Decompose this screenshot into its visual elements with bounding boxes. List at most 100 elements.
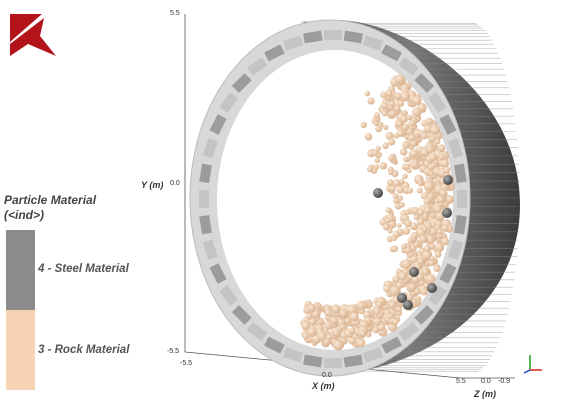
rock-particle (388, 301, 397, 309)
rock-particle (424, 245, 431, 252)
rock-particle (434, 138, 441, 145)
rock-particle (425, 117, 434, 126)
rock-particle (422, 268, 429, 276)
rock-particle (423, 197, 431, 205)
rock-particle (403, 163, 410, 170)
rock-particle (411, 275, 420, 284)
rock-particle (429, 136, 436, 143)
rock-particle (383, 284, 392, 293)
rock-particle (410, 149, 418, 158)
rock-particle (422, 226, 429, 232)
rock-particle (339, 323, 346, 331)
rock-particle (416, 257, 425, 265)
z-axis-label: Z (m) (474, 389, 496, 399)
rock-particle (404, 246, 412, 254)
rock-particle (333, 340, 344, 351)
rock-particle (428, 259, 435, 267)
rock-particle (431, 162, 437, 168)
rock-particle (412, 162, 418, 168)
rock-particle (434, 250, 442, 258)
rock-particle (430, 124, 441, 135)
rock-particle (367, 97, 375, 105)
rock-particle (392, 192, 399, 199)
rock-particle (433, 241, 445, 253)
rock-particle (441, 237, 449, 246)
x-axis-label: X (m) (312, 381, 335, 391)
rock-particle (419, 280, 425, 286)
rock-particle (344, 317, 351, 324)
rock-particle (417, 217, 425, 226)
rock-particle (419, 160, 425, 167)
rock-particle (399, 201, 405, 208)
rock-particle (402, 141, 410, 149)
rock-particle (317, 331, 327, 341)
rock-particle (375, 301, 383, 308)
rock-particle (307, 326, 318, 337)
rock-particle (386, 313, 394, 320)
rock-particle (385, 207, 392, 214)
rock-particle (305, 313, 313, 320)
rock-particle (375, 125, 383, 133)
rock-particle (307, 304, 316, 313)
rock-particle (379, 162, 388, 170)
legend-swatch-steel (6, 230, 35, 310)
legend-title: Particle Material (4, 193, 97, 207)
steel-particle (373, 188, 383, 198)
rock-particle (347, 304, 357, 315)
rock-particle (412, 107, 422, 117)
rock-particle (380, 91, 388, 99)
steel-particle (409, 267, 419, 277)
legend-label-rock: 3 - Rock Material (38, 344, 130, 356)
axis-triad-icon (523, 355, 542, 374)
legend-subtitle: (<ind>) (4, 208, 45, 222)
steel-particle (427, 283, 437, 293)
rock-particle (429, 255, 436, 262)
legend-swatch-rock (6, 310, 35, 390)
rock-particle (364, 90, 371, 97)
rock-particle (417, 179, 424, 186)
rock-particle (399, 91, 411, 102)
rock-particle (404, 219, 412, 228)
rock-particle (349, 327, 356, 334)
rock-particle (401, 123, 409, 131)
rock-particle (382, 142, 389, 149)
rock-particle (308, 317, 317, 326)
rock-particle (428, 194, 434, 200)
rock-particle (388, 155, 395, 162)
rock-particle (364, 133, 373, 141)
rock-particle (385, 89, 393, 97)
rock-particle (410, 255, 418, 263)
rock-particle (418, 235, 427, 244)
rock-particle (417, 208, 425, 216)
rock-particle (413, 214, 420, 221)
rock-particle (387, 138, 396, 146)
rock-particle (423, 124, 433, 134)
rock-particle (388, 216, 394, 222)
rock-particle (302, 332, 310, 340)
y-axis-label: Y (m) (141, 180, 164, 190)
rock-particle (363, 310, 372, 320)
rock-particle (387, 228, 393, 234)
rock-particle (392, 179, 401, 187)
rock-particle (439, 189, 448, 198)
rock-particle (396, 223, 402, 229)
rock-particle (395, 281, 404, 289)
x-tick-mid: 0.0 (322, 372, 332, 379)
rock-particle (408, 133, 416, 142)
rock-particle (410, 140, 417, 147)
rock-particle (436, 195, 445, 204)
rock-particle (438, 154, 445, 161)
rock-particle (382, 223, 391, 231)
rock-particle (420, 132, 428, 140)
rock-particle (324, 309, 333, 317)
rock-particle (392, 230, 401, 239)
rock-particle (422, 250, 432, 260)
steel-particle (443, 175, 453, 185)
rock-particle (424, 206, 432, 214)
rock-particle (443, 166, 451, 174)
rock-particle (406, 114, 413, 121)
y-tick-bottom: -5.5 (167, 348, 180, 355)
x-tick-left: -5.5 (180, 360, 193, 367)
rock-particle (409, 284, 416, 291)
